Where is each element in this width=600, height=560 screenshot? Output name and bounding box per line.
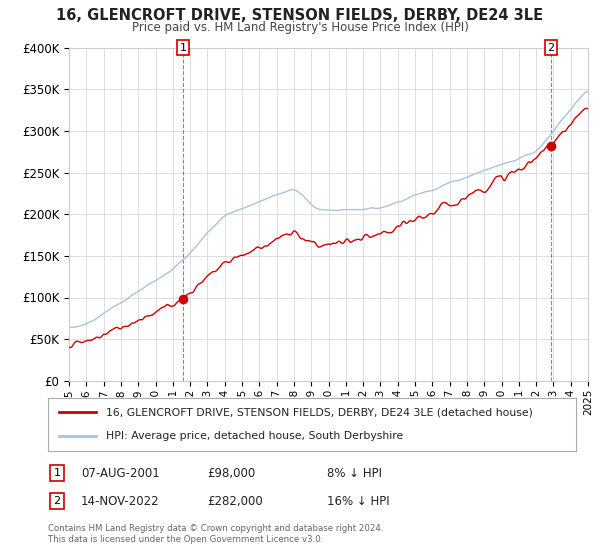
Text: £282,000: £282,000: [207, 494, 263, 508]
Text: 16% ↓ HPI: 16% ↓ HPI: [327, 494, 389, 508]
Text: 07-AUG-2001: 07-AUG-2001: [81, 466, 160, 480]
Text: 1: 1: [179, 43, 187, 53]
Text: 16, GLENCROFT DRIVE, STENSON FIELDS, DERBY, DE24 3LE: 16, GLENCROFT DRIVE, STENSON FIELDS, DER…: [56, 8, 544, 24]
Text: Contains HM Land Registry data © Crown copyright and database right 2024.: Contains HM Land Registry data © Crown c…: [48, 524, 383, 533]
Text: Price paid vs. HM Land Registry's House Price Index (HPI): Price paid vs. HM Land Registry's House …: [131, 21, 469, 34]
Text: 16, GLENCROFT DRIVE, STENSON FIELDS, DERBY, DE24 3LE (detached house): 16, GLENCROFT DRIVE, STENSON FIELDS, DER…: [106, 408, 533, 418]
Text: HPI: Average price, detached house, South Derbyshire: HPI: Average price, detached house, Sout…: [106, 431, 403, 441]
Text: 1: 1: [53, 468, 61, 478]
Text: £98,000: £98,000: [207, 466, 255, 480]
Text: 2: 2: [548, 43, 555, 53]
Text: 8% ↓ HPI: 8% ↓ HPI: [327, 466, 382, 480]
Text: 14-NOV-2022: 14-NOV-2022: [81, 494, 160, 508]
Text: This data is licensed under the Open Government Licence v3.0.: This data is licensed under the Open Gov…: [48, 534, 323, 544]
Text: 2: 2: [53, 496, 61, 506]
